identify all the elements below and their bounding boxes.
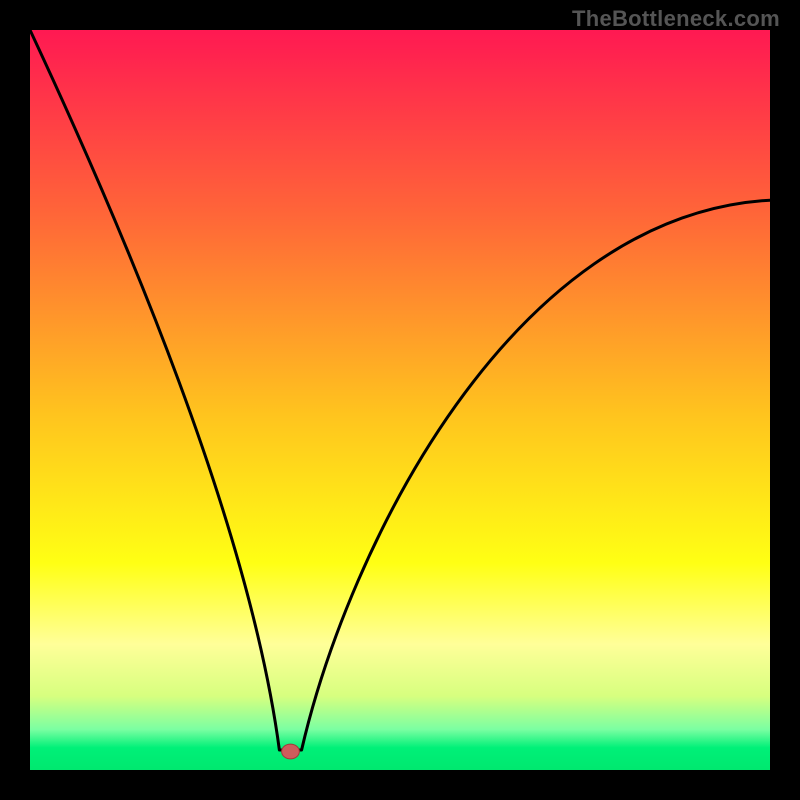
chart-frame: TheBottleneck.com [0,0,800,800]
plot-area [30,30,770,770]
watermark-label: TheBottleneck.com [572,6,780,32]
plot-background [30,30,770,770]
bottleneck-chart-svg [30,30,770,770]
optimum-marker [282,744,300,759]
